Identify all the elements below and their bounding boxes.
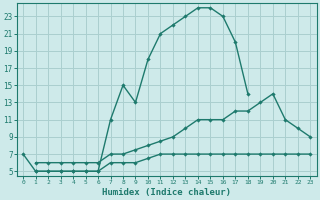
X-axis label: Humidex (Indice chaleur): Humidex (Indice chaleur) [102,188,231,197]
